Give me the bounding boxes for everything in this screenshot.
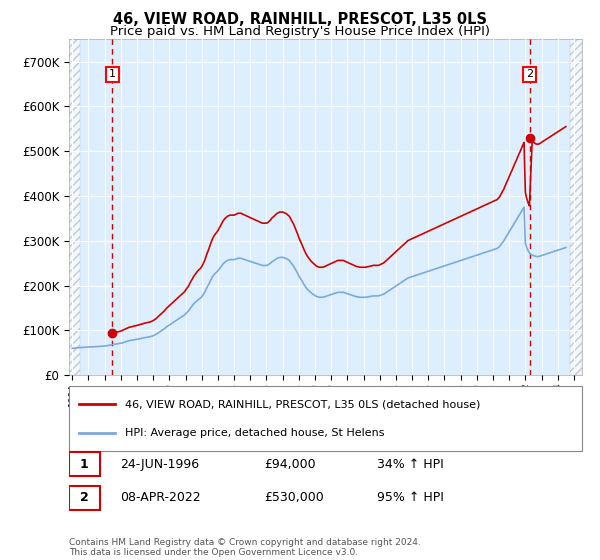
Text: 95% ↑ HPI: 95% ↑ HPI: [377, 491, 443, 505]
FancyBboxPatch shape: [69, 486, 100, 510]
Text: 24-JUN-1996: 24-JUN-1996: [121, 458, 199, 471]
Text: 2: 2: [80, 491, 89, 505]
Text: £530,000: £530,000: [264, 491, 323, 505]
FancyBboxPatch shape: [69, 452, 100, 477]
FancyBboxPatch shape: [69, 386, 582, 451]
Text: Contains HM Land Registry data © Crown copyright and database right 2024.
This d: Contains HM Land Registry data © Crown c…: [69, 538, 421, 557]
Text: Price paid vs. HM Land Registry's House Price Index (HPI): Price paid vs. HM Land Registry's House …: [110, 25, 490, 38]
Text: 1: 1: [80, 458, 89, 471]
Text: 46, VIEW ROAD, RAINHILL, PRESCOT, L35 0LS (detached house): 46, VIEW ROAD, RAINHILL, PRESCOT, L35 0L…: [125, 399, 481, 409]
Text: 1: 1: [109, 69, 116, 80]
Text: 2: 2: [526, 69, 533, 80]
Text: £94,000: £94,000: [264, 458, 316, 471]
Text: 46, VIEW ROAD, RAINHILL, PRESCOT, L35 0LS: 46, VIEW ROAD, RAINHILL, PRESCOT, L35 0L…: [113, 12, 487, 27]
Text: 08-APR-2022: 08-APR-2022: [121, 491, 201, 505]
Text: 34% ↑ HPI: 34% ↑ HPI: [377, 458, 443, 471]
Text: HPI: Average price, detached house, St Helens: HPI: Average price, detached house, St H…: [125, 428, 385, 438]
